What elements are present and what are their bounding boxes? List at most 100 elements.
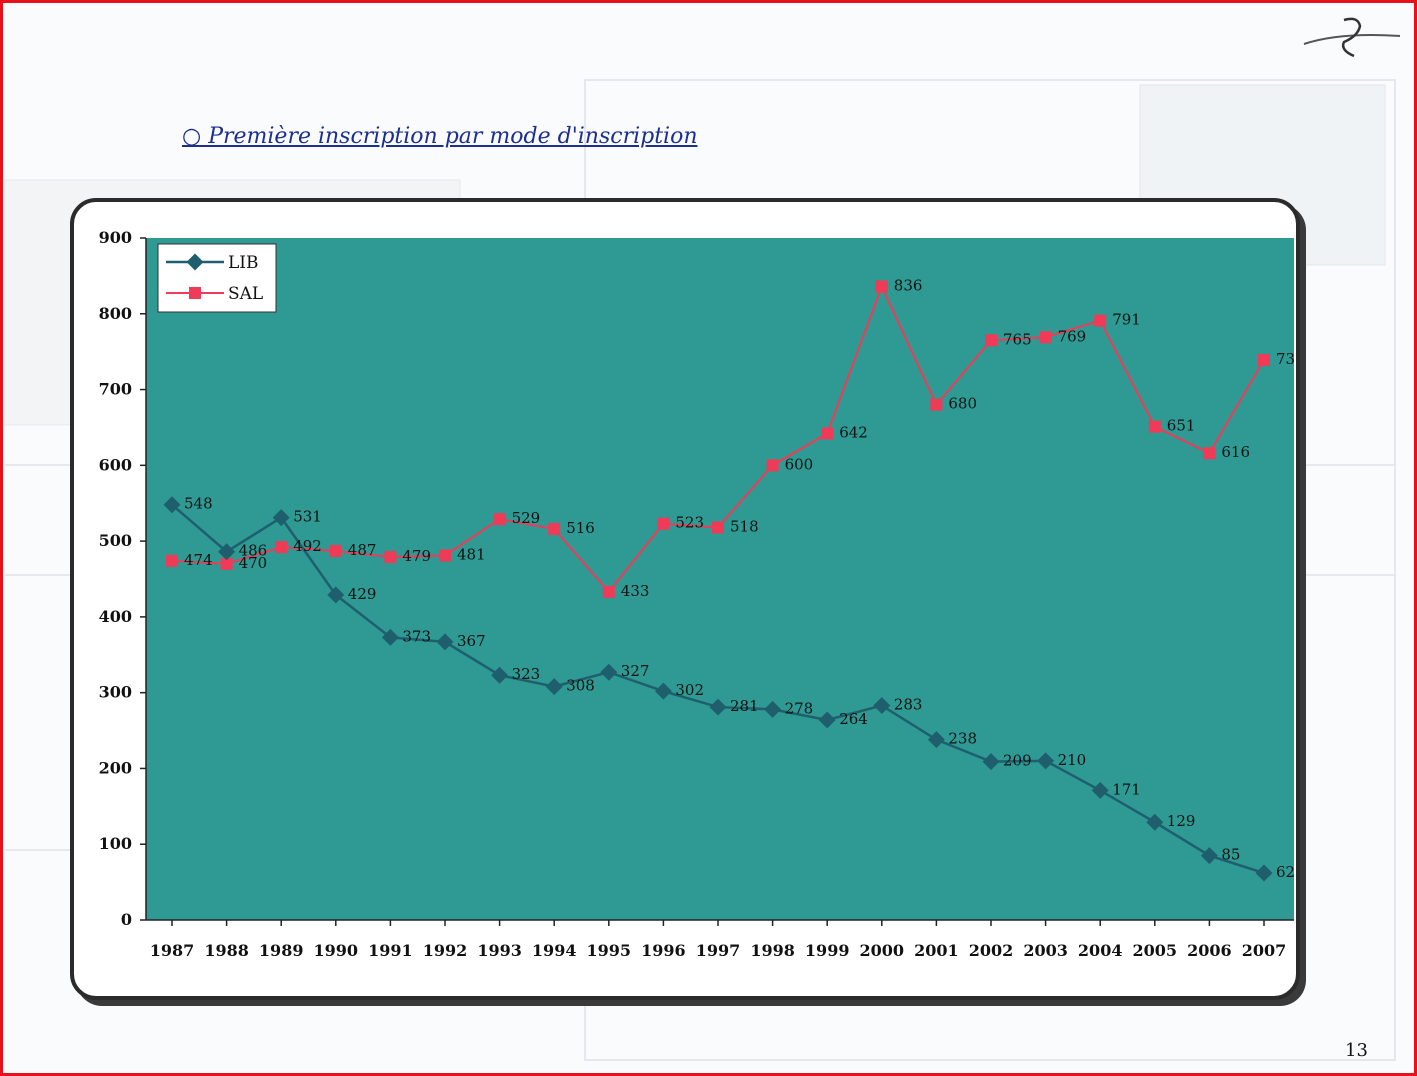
- series-sal-data-label: 474: [184, 551, 213, 569]
- series-lib-data-label: 531: [293, 508, 322, 526]
- series-lib-data-label: 486: [239, 542, 268, 560]
- series-lib-data-label: 323: [512, 665, 541, 683]
- series-sal-point: [220, 557, 233, 570]
- series-lib-data-label: 209: [1003, 752, 1032, 770]
- x-tick-label: 2006: [1187, 941, 1232, 960]
- x-tick-label: 1992: [423, 941, 468, 960]
- y-tick-label: 900: [99, 228, 132, 247]
- series-sal-point: [657, 517, 670, 530]
- series-sal-data-label: 600: [785, 455, 814, 473]
- series-lib-data-label: 129: [1167, 812, 1196, 830]
- series-lib-data-label: 278: [785, 699, 814, 717]
- series-sal-point: [1148, 420, 1161, 433]
- x-tick-label: 1989: [259, 941, 304, 960]
- x-axis-ticks: 1987 1988 1989 1990 1991 1992 1993 1994 1995 1996…: [150, 920, 1287, 960]
- series-sal-point: [1258, 354, 1270, 367]
- series-lib-point: [218, 543, 236, 561]
- series-lib-point: [982, 753, 1000, 771]
- series-sal-point: [766, 459, 779, 472]
- series-sal-point: [875, 280, 888, 293]
- series-lib-data-label: 85: [1221, 846, 1240, 864]
- series-lib-data-label: 373: [402, 627, 431, 645]
- x-tick-label: 1997: [696, 941, 741, 960]
- series-sal-point: [985, 334, 997, 347]
- series-lib-point: [818, 711, 836, 729]
- x-tick-label: 2007: [1242, 941, 1287, 960]
- series-lib-point: [1146, 813, 1164, 831]
- series-lib-data-label: 283: [894, 696, 923, 714]
- series-sal-data-label: 516: [566, 519, 595, 537]
- series-sal-data-label: 791: [1112, 311, 1141, 329]
- series-sal-data-label: 680: [948, 395, 977, 413]
- series-sal-data-label: 433: [621, 582, 650, 600]
- legend-sal-marker: [189, 287, 201, 299]
- series-lib-point: [709, 698, 727, 716]
- series-sal-point: [712, 521, 724, 534]
- y-tick-label: 700: [99, 380, 132, 399]
- x-tick-label: 1995: [587, 941, 632, 960]
- section-heading: ○ Première inscription par mode d'inscri…: [182, 124, 698, 149]
- series-sal-data-label: 523: [675, 514, 704, 532]
- x-tick-label: 2003: [1023, 941, 1068, 960]
- legend-lib-label: LIB: [228, 253, 259, 273]
- series-sal-point: [1203, 447, 1216, 460]
- series-sal-data-label: 518: [730, 517, 759, 535]
- plot-area: [146, 238, 1294, 920]
- x-tick-label: 1994: [532, 941, 577, 960]
- x-tick-label: 2005: [1133, 941, 1178, 960]
- series-lib-point: [600, 663, 618, 681]
- series-sal-data-label: 642: [839, 424, 868, 442]
- x-tick-label: 1988: [204, 941, 249, 960]
- series-sal-data-label: 765: [1003, 330, 1032, 348]
- series-sal-point: [384, 551, 397, 564]
- series-sal-point: [1039, 331, 1052, 344]
- series-sal-point: [821, 427, 834, 440]
- legend-box: [157, 243, 277, 313]
- series-lib-point: [436, 633, 454, 651]
- series-lib-point: [327, 586, 345, 604]
- series-layer: [163, 280, 1273, 882]
- series-lib-data-label: 308: [566, 677, 595, 695]
- y-tick-label: 500: [99, 531, 132, 550]
- y-tick-label: 0: [121, 910, 132, 929]
- series-lib-point: [381, 628, 399, 646]
- y-tick-label: 300: [99, 683, 132, 702]
- series-lib-point: [654, 682, 672, 700]
- series-lib-point: [1091, 781, 1109, 799]
- y-tick-label: 600: [99, 455, 132, 474]
- series-lib-data-label: 238: [948, 730, 977, 748]
- series-lib-point: [1037, 752, 1055, 770]
- series-lib-point: [873, 697, 891, 715]
- series-sal-data-label: 529: [512, 509, 541, 527]
- y-axis-ticks: 0 100 200 300 400 500 600 700 800 900: [99, 228, 146, 929]
- series-sal-point: [548, 522, 561, 535]
- series-lib-data-label: 264: [839, 710, 868, 728]
- x-tick-label: 1998: [750, 941, 795, 960]
- x-tick-label: 2000: [860, 941, 905, 960]
- y-tick-label: 800: [99, 304, 132, 323]
- series-sal-point: [439, 549, 451, 562]
- x-tick-label: 2002: [969, 941, 1014, 960]
- x-tick-label: 1991: [368, 941, 413, 960]
- series-lib-data-label: 367: [457, 632, 486, 650]
- series-sal-data-label: 651: [1167, 417, 1196, 435]
- series-sal-data-label: 481: [457, 546, 486, 564]
- series-sal-point: [930, 398, 943, 411]
- x-tick-label: 1987: [150, 941, 195, 960]
- series-sal-data-label: 487: [348, 541, 377, 559]
- series-sal-point: [275, 541, 288, 554]
- y-tick-label: 100: [99, 834, 132, 853]
- series-sal-point: [329, 544, 342, 557]
- series-sal-data-label: 616: [1221, 443, 1250, 461]
- legend-sal-label: SAL: [228, 284, 263, 304]
- data-labels: 474 470 492 487 479 481 529 516 433 523 518 600 642 8…: [184, 276, 1296, 881]
- series-sal-point: [493, 513, 506, 526]
- series-lib-data-label: 327: [621, 662, 650, 680]
- series-sal-data-label: 479: [402, 547, 431, 565]
- series-sal-point: [602, 585, 615, 598]
- series-lib-point: [272, 509, 290, 527]
- series-sal-data-label: 739: [1276, 350, 1296, 368]
- series-lib-point: [764, 700, 782, 718]
- series-sal-data-label: 769: [1058, 327, 1087, 345]
